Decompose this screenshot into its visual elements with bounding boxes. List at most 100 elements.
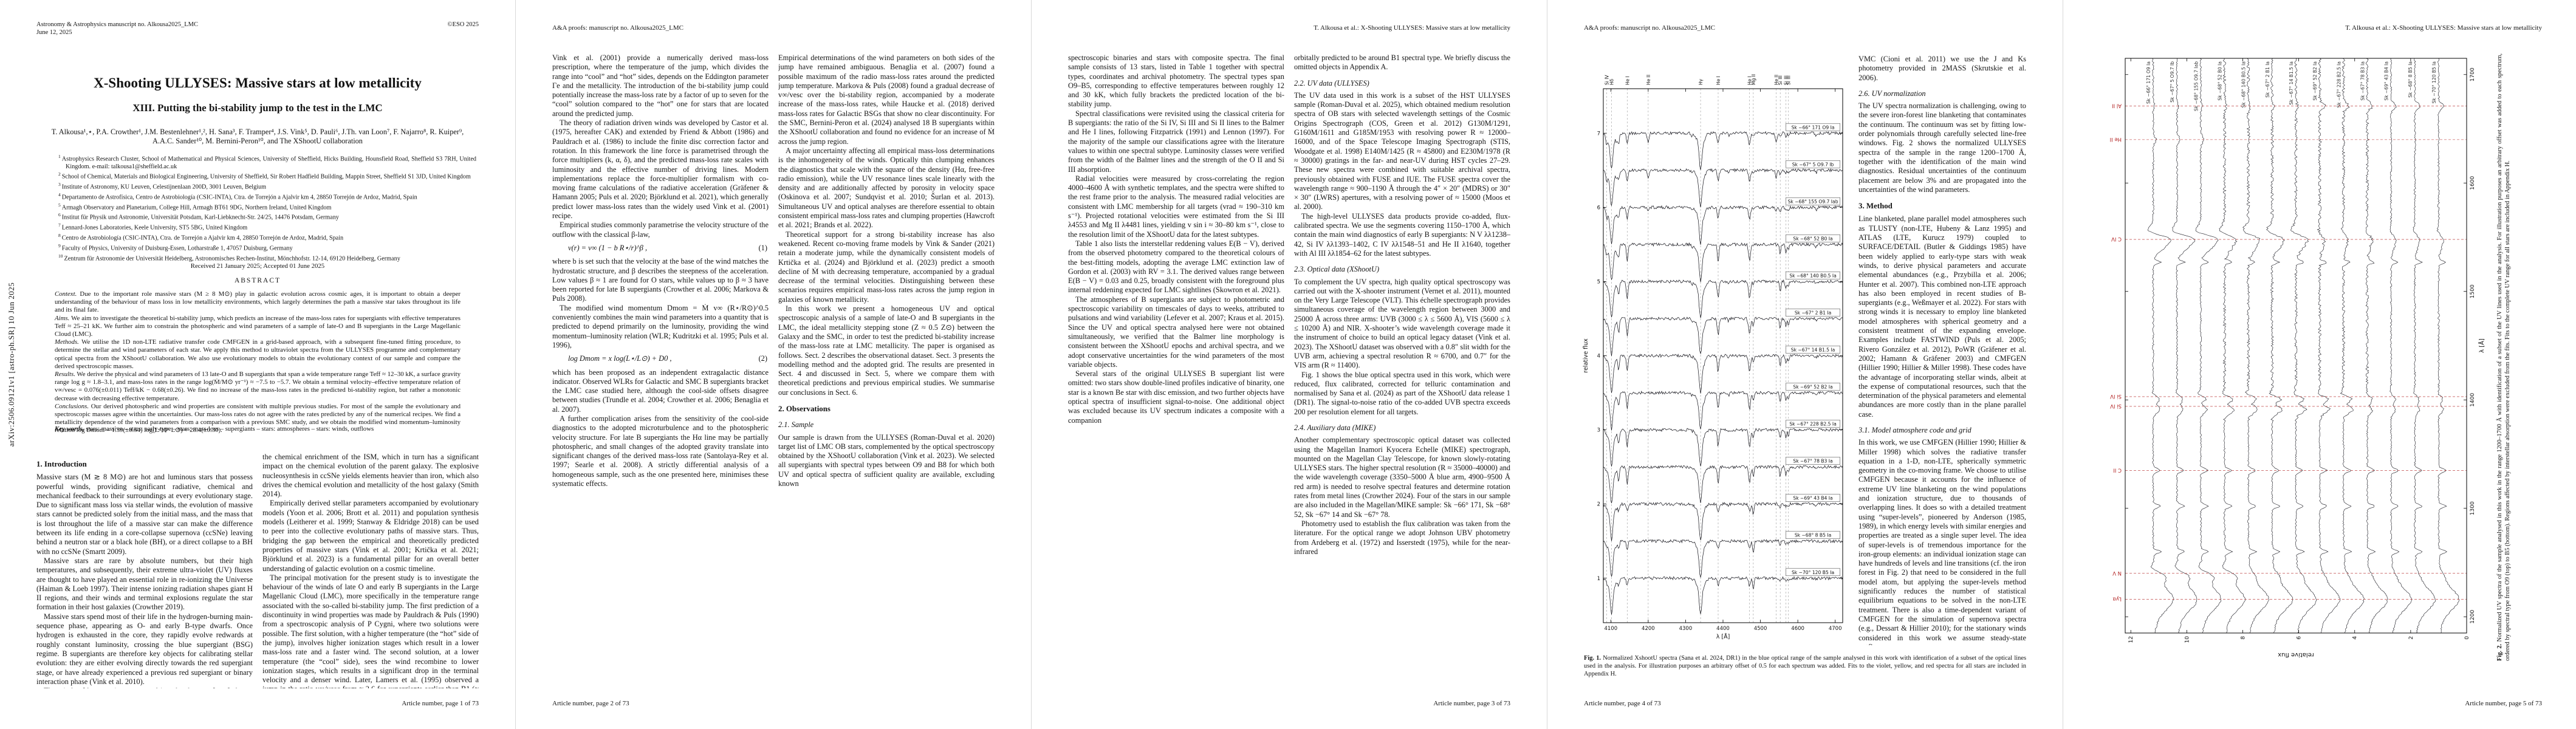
paragraph: Massive stars are rare by absolute numbe… bbox=[36, 556, 253, 612]
paragraph: A further complication arises from the s… bbox=[552, 414, 769, 488]
page-1: arXiv:2506.09121v1 [astro-ph.SR] 10 Jun … bbox=[0, 0, 515, 729]
svg-text:Si III: Si III bbox=[1786, 75, 1792, 85]
svg-text:He I: He I bbox=[1747, 76, 1753, 85]
svg-text:Sk −67° 5 O9.7 Ib: Sk −67° 5 O9.7 Ib bbox=[2170, 61, 2175, 103]
author-list: T. Alkousa¹,⋆, P.A. Crowther¹, J.M. Best… bbox=[51, 128, 464, 145]
affiliation-number: 7 bbox=[58, 222, 61, 228]
svg-text:λ [Å]: λ [Å] bbox=[1716, 633, 1730, 640]
section-heading: 1. Introduction bbox=[36, 460, 87, 468]
page2-column-left: Vink et al. (2001) provide a numerically… bbox=[552, 53, 769, 686]
svg-text:He II: He II bbox=[1773, 75, 1779, 85]
svg-text:1600: 1600 bbox=[2470, 176, 2476, 190]
svg-text:0: 0 bbox=[2464, 636, 2470, 640]
svg-text:4400: 4400 bbox=[1716, 626, 1730, 632]
svg-text:He I: He I bbox=[1625, 76, 1630, 85]
paragraph: Massive stars spend most of their life i… bbox=[36, 612, 253, 686]
svg-text:1200: 1200 bbox=[2470, 610, 2476, 624]
svg-text:Hγ: Hγ bbox=[1698, 78, 1704, 85]
svg-text:4600: 4600 bbox=[1791, 626, 1804, 632]
subsection-heading: 2.4. Auxiliary data (MIKE) bbox=[1294, 423, 1376, 432]
paragraph: Radial velocities were measured by cross… bbox=[1068, 174, 1284, 239]
affiliation: 9 Faculty of Physics, University of Duisb… bbox=[58, 242, 476, 253]
svg-text:2: 2 bbox=[1597, 502, 1600, 508]
svg-text:Sk −70° 120 B5 Ia: Sk −70° 120 B5 Ia bbox=[1792, 570, 1834, 575]
paragraph: the chemical enrichment of the ISM, whic… bbox=[262, 453, 479, 499]
page-3: T. Alkousa et al.: X-Shooting ULLYSES: M… bbox=[1031, 0, 1547, 729]
svg-text:He II: He II bbox=[2110, 136, 2122, 142]
page1-column-right: the chemical enrichment of the ISM, whic… bbox=[262, 453, 479, 688]
svg-text:Sk −68° 52 B0 Ia: Sk −68° 52 B0 Ia bbox=[2218, 61, 2223, 101]
figure-1-caption-text: Normalized XshootU spectra (Sana et al. … bbox=[1584, 655, 2026, 677]
svg-text:He II: He II bbox=[1646, 75, 1651, 85]
abstract-paragraph: Aims. We aim to investigate the theoreti… bbox=[55, 315, 461, 339]
paragraph: spectroscopic binaries and stars with co… bbox=[1068, 53, 1284, 109]
svg-text:4: 4 bbox=[1597, 354, 1600, 360]
page-footer: Article number, page 2 of 73 bbox=[552, 700, 629, 707]
running-head: A&A proofs: manuscript no. Alkousa2025_L… bbox=[552, 24, 684, 32]
paragraph: The modified wind momentum Dmom = Ṁ v∞ (… bbox=[552, 303, 769, 349]
svg-text:Sk −68° 155 O9.7 Iab: Sk −68° 155 O9.7 Iab bbox=[1788, 199, 1838, 204]
subsection-heading: 2.3. Optical data (XShootU) bbox=[1294, 265, 1380, 274]
affiliation-number: 6 bbox=[58, 212, 61, 218]
svg-text:Sk −68° 52 B0 Ia: Sk −68° 52 B0 Ia bbox=[1793, 236, 1832, 241]
page3-column-right: orbitally predicted to be around B1 spec… bbox=[1294, 53, 1510, 686]
affiliation: 4 Departamento de Astrofísica, Centro de … bbox=[58, 191, 476, 202]
svg-text:4: 4 bbox=[2352, 636, 2358, 640]
abstract-text: We derive the physical and wind paramete… bbox=[55, 371, 461, 402]
paragraph: In this work we present a homogeneous UV… bbox=[778, 304, 995, 397]
paragraph: A major uncertainty affecting all empiri… bbox=[778, 146, 995, 230]
equation: log Dmom = x log(L⋆/L⊙) + D0 , (2) bbox=[568, 354, 767, 363]
svg-text:Sk −68° 140 B0.5 Ia: Sk −68° 140 B0.5 Ia bbox=[2241, 61, 2247, 108]
abstract: Context. Due to the important role massi… bbox=[55, 290, 461, 435]
svg-text:Al II: Al II bbox=[2112, 103, 2122, 109]
abstract-paragraph: Conclusions. Our derived photospheric an… bbox=[55, 403, 461, 435]
svg-text:Sk −67° 5 O9.7 Ib: Sk −67° 5 O9.7 Ib bbox=[1792, 162, 1834, 167]
figure-2-caption: Fig. 2. Normalized UV spectra of the sam… bbox=[2496, 53, 2512, 661]
section-heading: 2. Observations bbox=[778, 404, 831, 413]
svg-text:He I: He I bbox=[1716, 76, 1721, 85]
subsection-heading: 3.1. Model atmosphere code and grid bbox=[1858, 425, 1971, 434]
svg-text:Sk −67° 228 B2.5 Ia: Sk −67° 228 B2.5 Ia bbox=[2336, 61, 2341, 108]
paragraph: orbitally predicted to be around B1 spec… bbox=[1294, 53, 1510, 72]
paragraph: To complement the UV spectra, high quali… bbox=[1294, 277, 1510, 370]
svg-text:4700: 4700 bbox=[1829, 626, 1842, 632]
svg-text:Sk −68° 140 B0.5 Ia: Sk −68° 140 B0.5 Ia bbox=[1789, 273, 1836, 278]
paragraph: Empirically derived stellar parameters a… bbox=[262, 499, 479, 573]
affiliation: 1 Astrophysics Research Cluster, School o… bbox=[58, 153, 476, 171]
svg-text:10: 10 bbox=[2184, 636, 2190, 643]
affiliation-number: 10 bbox=[58, 253, 63, 259]
affiliation-number: 4 bbox=[58, 191, 61, 197]
svg-text:Sk −69° 52 B2 Ia: Sk −69° 52 B2 Ia bbox=[1793, 385, 1832, 390]
page-footer: Article number, page 3 of 73 bbox=[1433, 700, 1510, 707]
abstract-label: Results. bbox=[55, 371, 75, 378]
affiliation-number: 8 bbox=[58, 232, 61, 238]
affiliation-text: Astrophysics Research Cluster, School of… bbox=[61, 156, 476, 170]
svg-text:Sk −67° 2 B1 Ia: Sk −67° 2 B1 Ia bbox=[2265, 61, 2270, 98]
page-footer: Article number, page 5 of 73 bbox=[2465, 700, 2542, 707]
running-head: T. Alkousa et al.: X-Shooting ULLYSES: M… bbox=[1314, 24, 1510, 32]
paragraph: The UV spectra normalization is challeng… bbox=[1858, 101, 2026, 194]
abstract-label: Aims. bbox=[55, 314, 70, 322]
svg-text:2: 2 bbox=[2408, 636, 2414, 640]
page2-column-right: Empirical determinations of the wind par… bbox=[778, 53, 995, 686]
equation: v(r) = v∞ (1 − b R⋆/r)^β , (1) bbox=[568, 243, 767, 252]
affiliation: 5 Armagh Observatory and Planetarium, Col… bbox=[58, 202, 476, 212]
page-footer: Article number, page 4 of 73 bbox=[1584, 700, 1661, 707]
svg-text:relative flux: relative flux bbox=[1583, 338, 1589, 373]
svg-text:1500: 1500 bbox=[2470, 284, 2476, 298]
svg-text:12: 12 bbox=[2128, 636, 2134, 643]
svg-text:6: 6 bbox=[2297, 636, 2303, 640]
svg-text:6: 6 bbox=[1597, 205, 1600, 211]
abstract-text: We utilise the 1D non-LTE radiative tran… bbox=[55, 338, 461, 370]
svg-text:1: 1 bbox=[1597, 576, 1600, 582]
affiliation: 8 Centro de Astrobiología (CSIC-INTA), Ct… bbox=[58, 232, 476, 242]
paragraph: Theoretical support for a strong bi-stab… bbox=[778, 230, 995, 304]
arxiv-identifier: arXiv:2506.09121v1 [astro-ph.SR] 10 Jun … bbox=[0, 0, 23, 729]
figure-1-caption-label: Fig. 1. bbox=[1584, 655, 1601, 662]
affiliation-text: Armagh Observatory and Planetarium, Coll… bbox=[61, 204, 332, 211]
subsection-heading: 2.1. Sample bbox=[778, 420, 814, 430]
svg-text:Si IV: Si IV bbox=[2110, 403, 2122, 409]
abstract-text: We aim to investigate the theoretical bi… bbox=[55, 314, 461, 338]
abstract-text: Our derived photospheric and wind proper… bbox=[55, 402, 461, 434]
